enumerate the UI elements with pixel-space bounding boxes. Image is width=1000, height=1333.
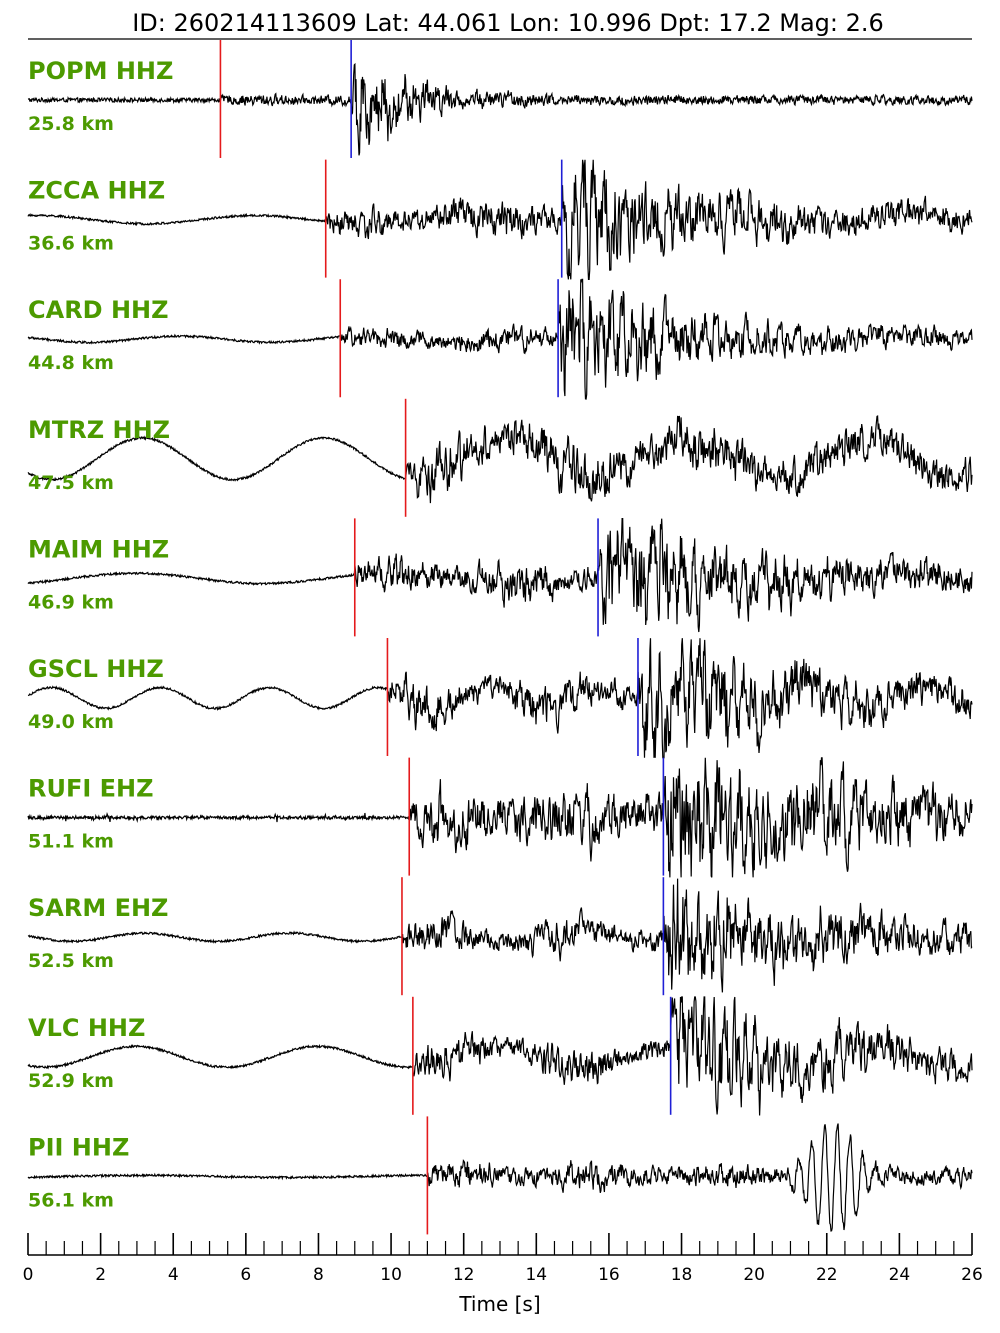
trace-4: MAIM HHZ 46.9 km bbox=[27, 518, 973, 637]
x-tick-label: 0 bbox=[23, 1265, 34, 1285]
x-tick-label: 24 bbox=[889, 1265, 911, 1285]
station-label: MAIM HHZ bbox=[28, 535, 169, 563]
station-label: CARD HHZ bbox=[28, 296, 169, 324]
waveform-line bbox=[27, 518, 973, 633]
waveform-line bbox=[27, 62, 973, 156]
trace-6: RUFI EHZ 51.1 km bbox=[27, 757, 973, 878]
trace-9: PII HHZ 56.1 km bbox=[27, 1116, 973, 1235]
station-label: VLC HHZ bbox=[28, 1014, 145, 1042]
trace-1: ZCCA HHZ 36.6 km bbox=[27, 159, 973, 280]
distance-label: 47.5 km bbox=[28, 472, 114, 494]
waveform-line bbox=[27, 638, 973, 759]
x-tick-label: 8 bbox=[313, 1265, 324, 1285]
trace-7: SARM EHZ 52.5 km bbox=[27, 877, 973, 996]
distance-label: 52.9 km bbox=[28, 1070, 114, 1092]
waveform-line bbox=[27, 757, 973, 878]
x-axis: 0 2 4 6 8 10 12 14 16 18 20 22 24 26 bbox=[23, 1233, 983, 1285]
station-label: RUFI EHZ bbox=[28, 775, 154, 803]
x-tick-label: 2 bbox=[95, 1265, 106, 1285]
station-label: PII HHZ bbox=[28, 1133, 129, 1161]
distance-label: 51.1 km bbox=[28, 831, 114, 853]
station-label: MTRZ HHZ bbox=[28, 416, 170, 444]
waveform-line bbox=[27, 878, 973, 993]
waveform-line bbox=[27, 996, 973, 1116]
distance-label: 44.8 km bbox=[28, 352, 114, 374]
x-tick-label: 22 bbox=[816, 1265, 838, 1285]
x-tick-label: 12 bbox=[453, 1265, 475, 1285]
waveform-line bbox=[27, 1123, 973, 1232]
station-label: SARM EHZ bbox=[28, 894, 168, 922]
chart-title: ID: 260214113609 Lat: 44.061 Lon: 10.996… bbox=[132, 9, 884, 37]
distance-label: 46.9 km bbox=[28, 591, 114, 613]
station-label: ZCCA HHZ bbox=[28, 177, 165, 205]
waveform-line bbox=[27, 159, 973, 280]
trace-group: POPM HHZ 25.8 km ZCCA HHZ 36.6 km CARD HHZ 44… bbox=[27, 40, 973, 1235]
x-tick-label: 14 bbox=[525, 1265, 547, 1285]
x-tick-label: 16 bbox=[598, 1265, 620, 1285]
trace-3: MTRZ HHZ 47.5 km bbox=[27, 398, 973, 517]
x-tick-label: 20 bbox=[743, 1265, 765, 1285]
distance-label: 25.8 km bbox=[28, 113, 114, 135]
station-label: GSCL HHZ bbox=[28, 655, 164, 683]
waveform-line bbox=[27, 415, 973, 504]
distance-label: 49.0 km bbox=[28, 711, 114, 733]
distance-label: 36.6 km bbox=[28, 233, 114, 255]
x-tick-label: 26 bbox=[961, 1265, 983, 1285]
trace-2: CARD HHZ 44.8 km bbox=[27, 278, 973, 400]
distance-label: 56.1 km bbox=[28, 1189, 114, 1211]
distance-label: 52.5 km bbox=[28, 950, 114, 972]
trace-5: GSCL HHZ 49.0 km bbox=[27, 638, 973, 759]
x-tick-label: 18 bbox=[671, 1265, 693, 1285]
trace-8: VLC HHZ 52.9 km bbox=[27, 996, 973, 1116]
x-tick-label: 4 bbox=[168, 1265, 179, 1285]
x-tick-label: 6 bbox=[240, 1265, 251, 1285]
x-axis-label: Time [s] bbox=[458, 1292, 540, 1316]
x-tick-label: 10 bbox=[380, 1265, 402, 1285]
waveform-line bbox=[27, 278, 973, 400]
station-label: POPM HHZ bbox=[28, 57, 173, 85]
trace-0: POPM HHZ 25.8 km bbox=[27, 40, 973, 158]
